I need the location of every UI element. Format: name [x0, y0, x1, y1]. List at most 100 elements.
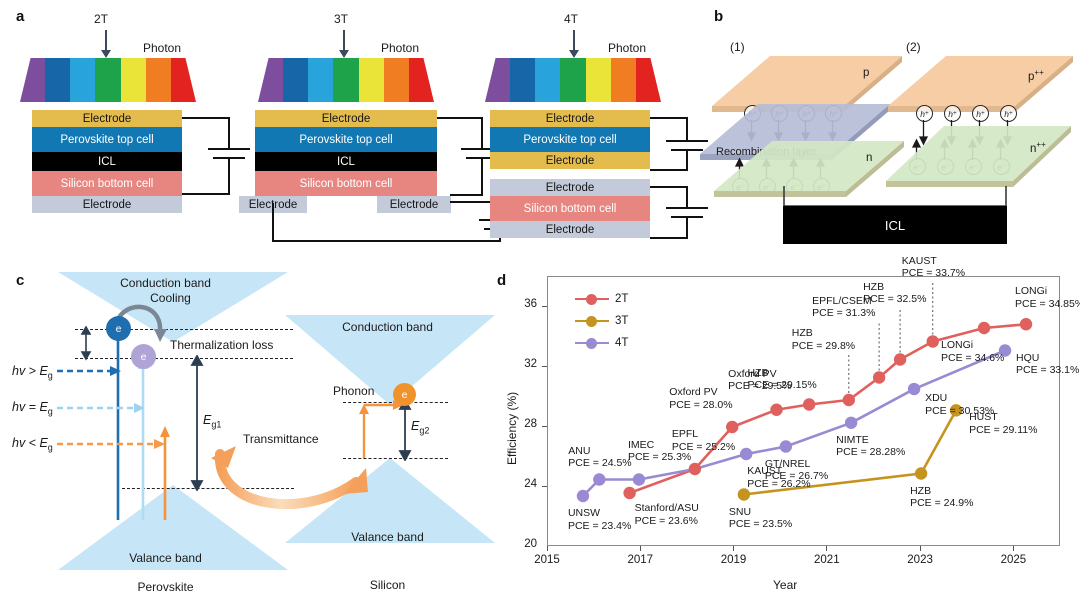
chart-point-pce: PCE = 26.7% — [764, 470, 829, 482]
chart-xaxis-title: Year — [773, 578, 798, 592]
chart-legend-item-4t[interactable]: 4T — [575, 337, 628, 349]
device-3t-wire-bottom-run — [272, 240, 501, 242]
silicon-material-label: Silicon — [369, 578, 406, 592]
chart-point-label: UNSW PCE = 23.4% — [568, 507, 631, 532]
chart-point-label: Oxford PV PCE = 28.0% — [669, 386, 732, 411]
chart-point-pce: PCE = 24.5% — [568, 457, 632, 469]
panel-b-p-label-1: p — [863, 67, 870, 79]
perovskite-conduction-band-label: Conduction band — [120, 276, 211, 290]
chart-point-pce: PCE = 25.2% — [671, 440, 736, 453]
device-2t-terminal-label: 2T — [94, 12, 109, 26]
silicon-absorption-arrows — [359, 400, 403, 458]
chart-point-label: EPFL/CSEM PCE = 31.3% — [812, 295, 875, 320]
eg1-subscript: g1 — [211, 419, 222, 430]
hv-condition-3-sub: g — [47, 442, 53, 453]
hole-carrier: h+ — [944, 105, 961, 122]
device-4t-layer-electrode-3: Electrode — [490, 179, 650, 196]
chart-point-pce: PCE = 29.15% — [747, 379, 817, 392]
transmittance-label: Transmittance — [243, 432, 319, 446]
device-3t-wire-left-down — [272, 203, 274, 241]
chart-point-pce: PCE = 33.1% — [1016, 364, 1080, 376]
chart-ytick-label: 36 — [524, 298, 537, 310]
silicon-electron-label: e — [401, 388, 408, 401]
device-2t-spectrum — [20, 58, 196, 102]
chart-ytick-label: 28 — [524, 418, 537, 430]
cooled-electron-orb: e — [131, 344, 156, 369]
hot-electron-orb: e — [106, 316, 131, 341]
legend-line-4t — [575, 337, 609, 349]
panel-b-p-label-2-text: p — [1028, 70, 1035, 83]
chart-point-org: Oxford PV — [728, 367, 777, 380]
panel-b-sublabel-1: (1) — [730, 40, 745, 54]
hv-condition-1-symbol: E — [39, 364, 48, 378]
chart-point-label: HZB PCE = 29.15% — [748, 367, 817, 392]
hv-condition-2-prefix: hv = — [12, 400, 40, 414]
chart-plot-area — [547, 276, 1060, 546]
chart-point-pce: PCE = 23.6% — [634, 514, 698, 527]
chart-point-label: HUST PCE = 29.11% — [969, 411, 1037, 436]
device-3t-terminal-label: 3T — [334, 12, 349, 26]
device-4t-wire-1 — [650, 117, 688, 119]
silicon-vbm-line — [343, 458, 448, 459]
chart-point-org: HUST — [969, 411, 998, 424]
chart-xtick-mark — [919, 546, 921, 551]
device-2t-wire-right-lower — [228, 158, 230, 194]
chart-point-pce: PCE = 23.5% — [728, 518, 793, 530]
chart-point-org: HZB — [791, 327, 813, 339]
device-4t-layer-silicon: Silicon bottom cell — [490, 196, 650, 221]
phonon-label: Phonon — [333, 384, 375, 398]
eg1-symbol: E — [203, 413, 212, 427]
chart-point-org: EPFL — [671, 428, 699, 440]
hv-condition-2-symbol: E — [39, 400, 48, 414]
device-2t-layer-icl: ICL — [32, 152, 182, 171]
legend-label-3t: 3T — [615, 315, 629, 327]
chart-xtick-mark — [546, 546, 548, 551]
device-3t-layer-silicon: Silicon bottom cell — [255, 171, 437, 196]
hv-condition-3: hv < Eg — [12, 436, 53, 453]
eg2-label: Eg2 — [411, 419, 429, 436]
device-3t-wire-top — [437, 117, 483, 119]
chart-legend-item-3t[interactable]: 3T — [575, 315, 628, 327]
device-2t-photon-label: Photon — [143, 41, 182, 55]
chart-point-label: SNU PCE = 23.5% — [729, 506, 792, 531]
hv-condition-2: hv = Eg — [12, 400, 53, 417]
perovskite-cooling-label: Cooling — [150, 291, 191, 305]
chart-point-org: Stanford/ASU — [634, 502, 699, 514]
device-4t-photon-arrow-shaft — [573, 30, 575, 52]
device-4t-layer-electrode-1: Electrode — [490, 110, 650, 127]
chart-point-pce: PCE = 24.9% — [910, 497, 974, 509]
legend-dot-2t — [586, 293, 597, 305]
chart-ytick-mark — [542, 365, 547, 367]
chart-point-pce: PCE = 28.0% — [669, 398, 733, 411]
legend-line-3t — [575, 315, 609, 327]
chart-point-pce: PCE = 29.8% — [791, 339, 856, 352]
chart-point-pce: PCE = 34.6% — [941, 351, 1005, 364]
device-4t-spectrum — [485, 58, 661, 102]
hv-condition-3-symbol: E — [39, 436, 48, 450]
panel-b-sublabel-2: (2) — [906, 40, 921, 54]
chart-point-org: UNSW — [567, 507, 601, 519]
slab-n-layer-2 — [886, 126, 1071, 187]
device-3t-photon-arrow-shaft — [343, 30, 345, 52]
eg2-symbol: E — [411, 419, 420, 433]
device-3t-photon-arrow-head — [339, 50, 349, 58]
device-4t-wire-7 — [686, 217, 688, 239]
device-3t-layer-perovskite: Perovskite top cell — [255, 127, 437, 152]
chart-point-org: KAUST — [901, 254, 937, 267]
device-2t-capacitor-plate-upper — [208, 148, 250, 150]
chart-xtick-label: 2015 — [534, 554, 560, 566]
legend-dot-3t — [586, 315, 597, 327]
device-3t-wire-mid-electrode-2 — [450, 201, 501, 203]
chart-point-label: KAUST PCE = 33.7% — [902, 255, 965, 280]
chart-point-label: EPFL PCE = 25.2% — [672, 428, 735, 453]
chart-ytick-label: 32 — [524, 358, 537, 370]
panel-d-letter: d — [497, 272, 507, 289]
chart-xtick-label: 2023 — [907, 554, 933, 566]
device-4t-layer-perovskite: Perovskite top cell — [490, 127, 650, 152]
chart-point-label: HZB PCE = 32.5% — [863, 281, 926, 306]
device-4t-layer-electrode-4: Electrode — [490, 221, 650, 238]
device-4t-capacitor2-plate-upper — [666, 207, 708, 209]
chart-legend-item-2t[interactable]: 2T — [575, 293, 628, 305]
hv-arrow-3 — [57, 439, 165, 449]
hole-carrier: h+ — [1000, 105, 1017, 122]
